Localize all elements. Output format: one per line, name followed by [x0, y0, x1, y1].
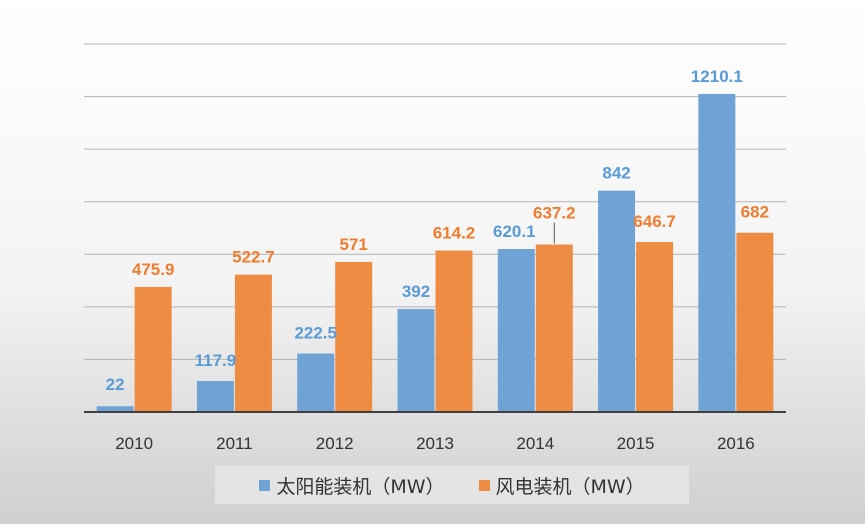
data-label-wind-2011: 522.7 [232, 248, 275, 267]
bar-wind-2016 [736, 232, 774, 412]
legend-label-wind: 风电装机（MW） [495, 475, 645, 498]
bars [96, 93, 774, 413]
bar-wind-2015 [636, 242, 674, 412]
bar-solar-2014 [497, 249, 535, 412]
x-tick-label-2010: 2010 [115, 434, 153, 453]
data-label-solar-2013: 392 [402, 282, 430, 301]
data-label-wind-2013: 614.2 [433, 224, 476, 243]
data-label-wind-2016: 682 [741, 203, 769, 222]
gridlines [84, 43, 786, 360]
bar-wind-2014 [535, 244, 573, 412]
bar-solar-2012 [297, 353, 335, 412]
legend-item-solar: 太阳能装机（MW） [259, 472, 445, 499]
x-tick-label-2016: 2016 [717, 434, 755, 453]
bar-wind-2013 [435, 250, 473, 412]
bar-solar-2011 [196, 381, 234, 412]
data-label-solar-2012: 222.5 [294, 324, 337, 343]
data-label-wind-2014: 637.2 [533, 204, 576, 223]
data-label-solar-2014: 620.1 [493, 222, 536, 241]
bar-wind-2012 [335, 261, 373, 412]
data-label-wind-2010: 475.9 [132, 260, 175, 279]
data-label-wind-2015: 646.7 [633, 212, 676, 231]
data-label-solar-2011: 117.9 [195, 351, 237, 370]
legend-label-solar: 太阳能装机（MW） [276, 475, 445, 498]
bar-solar-2015 [598, 190, 636, 412]
x-tick-label-2014: 2014 [516, 434, 554, 453]
x-tick-label-2015: 2015 [617, 434, 655, 453]
data-label-solar-2015: 842 [602, 164, 630, 183]
bar-wind-2010 [134, 286, 172, 412]
legend: 太阳能装机（MW） 风电装机（MW） [215, 466, 689, 504]
data-labels: 22 475.9 117.9 522.7 222.5 571 392 614.2 620.163… [106, 67, 769, 394]
x-tick-label-2012: 2012 [316, 434, 354, 453]
bar-solar-2016 [698, 93, 736, 413]
legend-item-wind: 风电装机（MW） [478, 472, 645, 499]
legend-swatch-wind [478, 479, 490, 491]
bar-solar-2013 [397, 308, 435, 412]
legend-swatch-solar [259, 479, 271, 491]
bar-wind-2011 [234, 274, 272, 412]
x-tick-label-2013: 2013 [416, 434, 454, 453]
x-tick-label-2011: 2011 [216, 434, 253, 453]
x-axis: 2010 2011 2012 2013 2014 2015 2016 [84, 411, 786, 453]
bar-solar-2010 [96, 406, 134, 412]
data-label-solar-2010: 22 [106, 375, 125, 394]
data-label-solar-2016: 1210.1 [691, 67, 743, 86]
data-label-wind-2012: 571 [340, 235, 368, 254]
